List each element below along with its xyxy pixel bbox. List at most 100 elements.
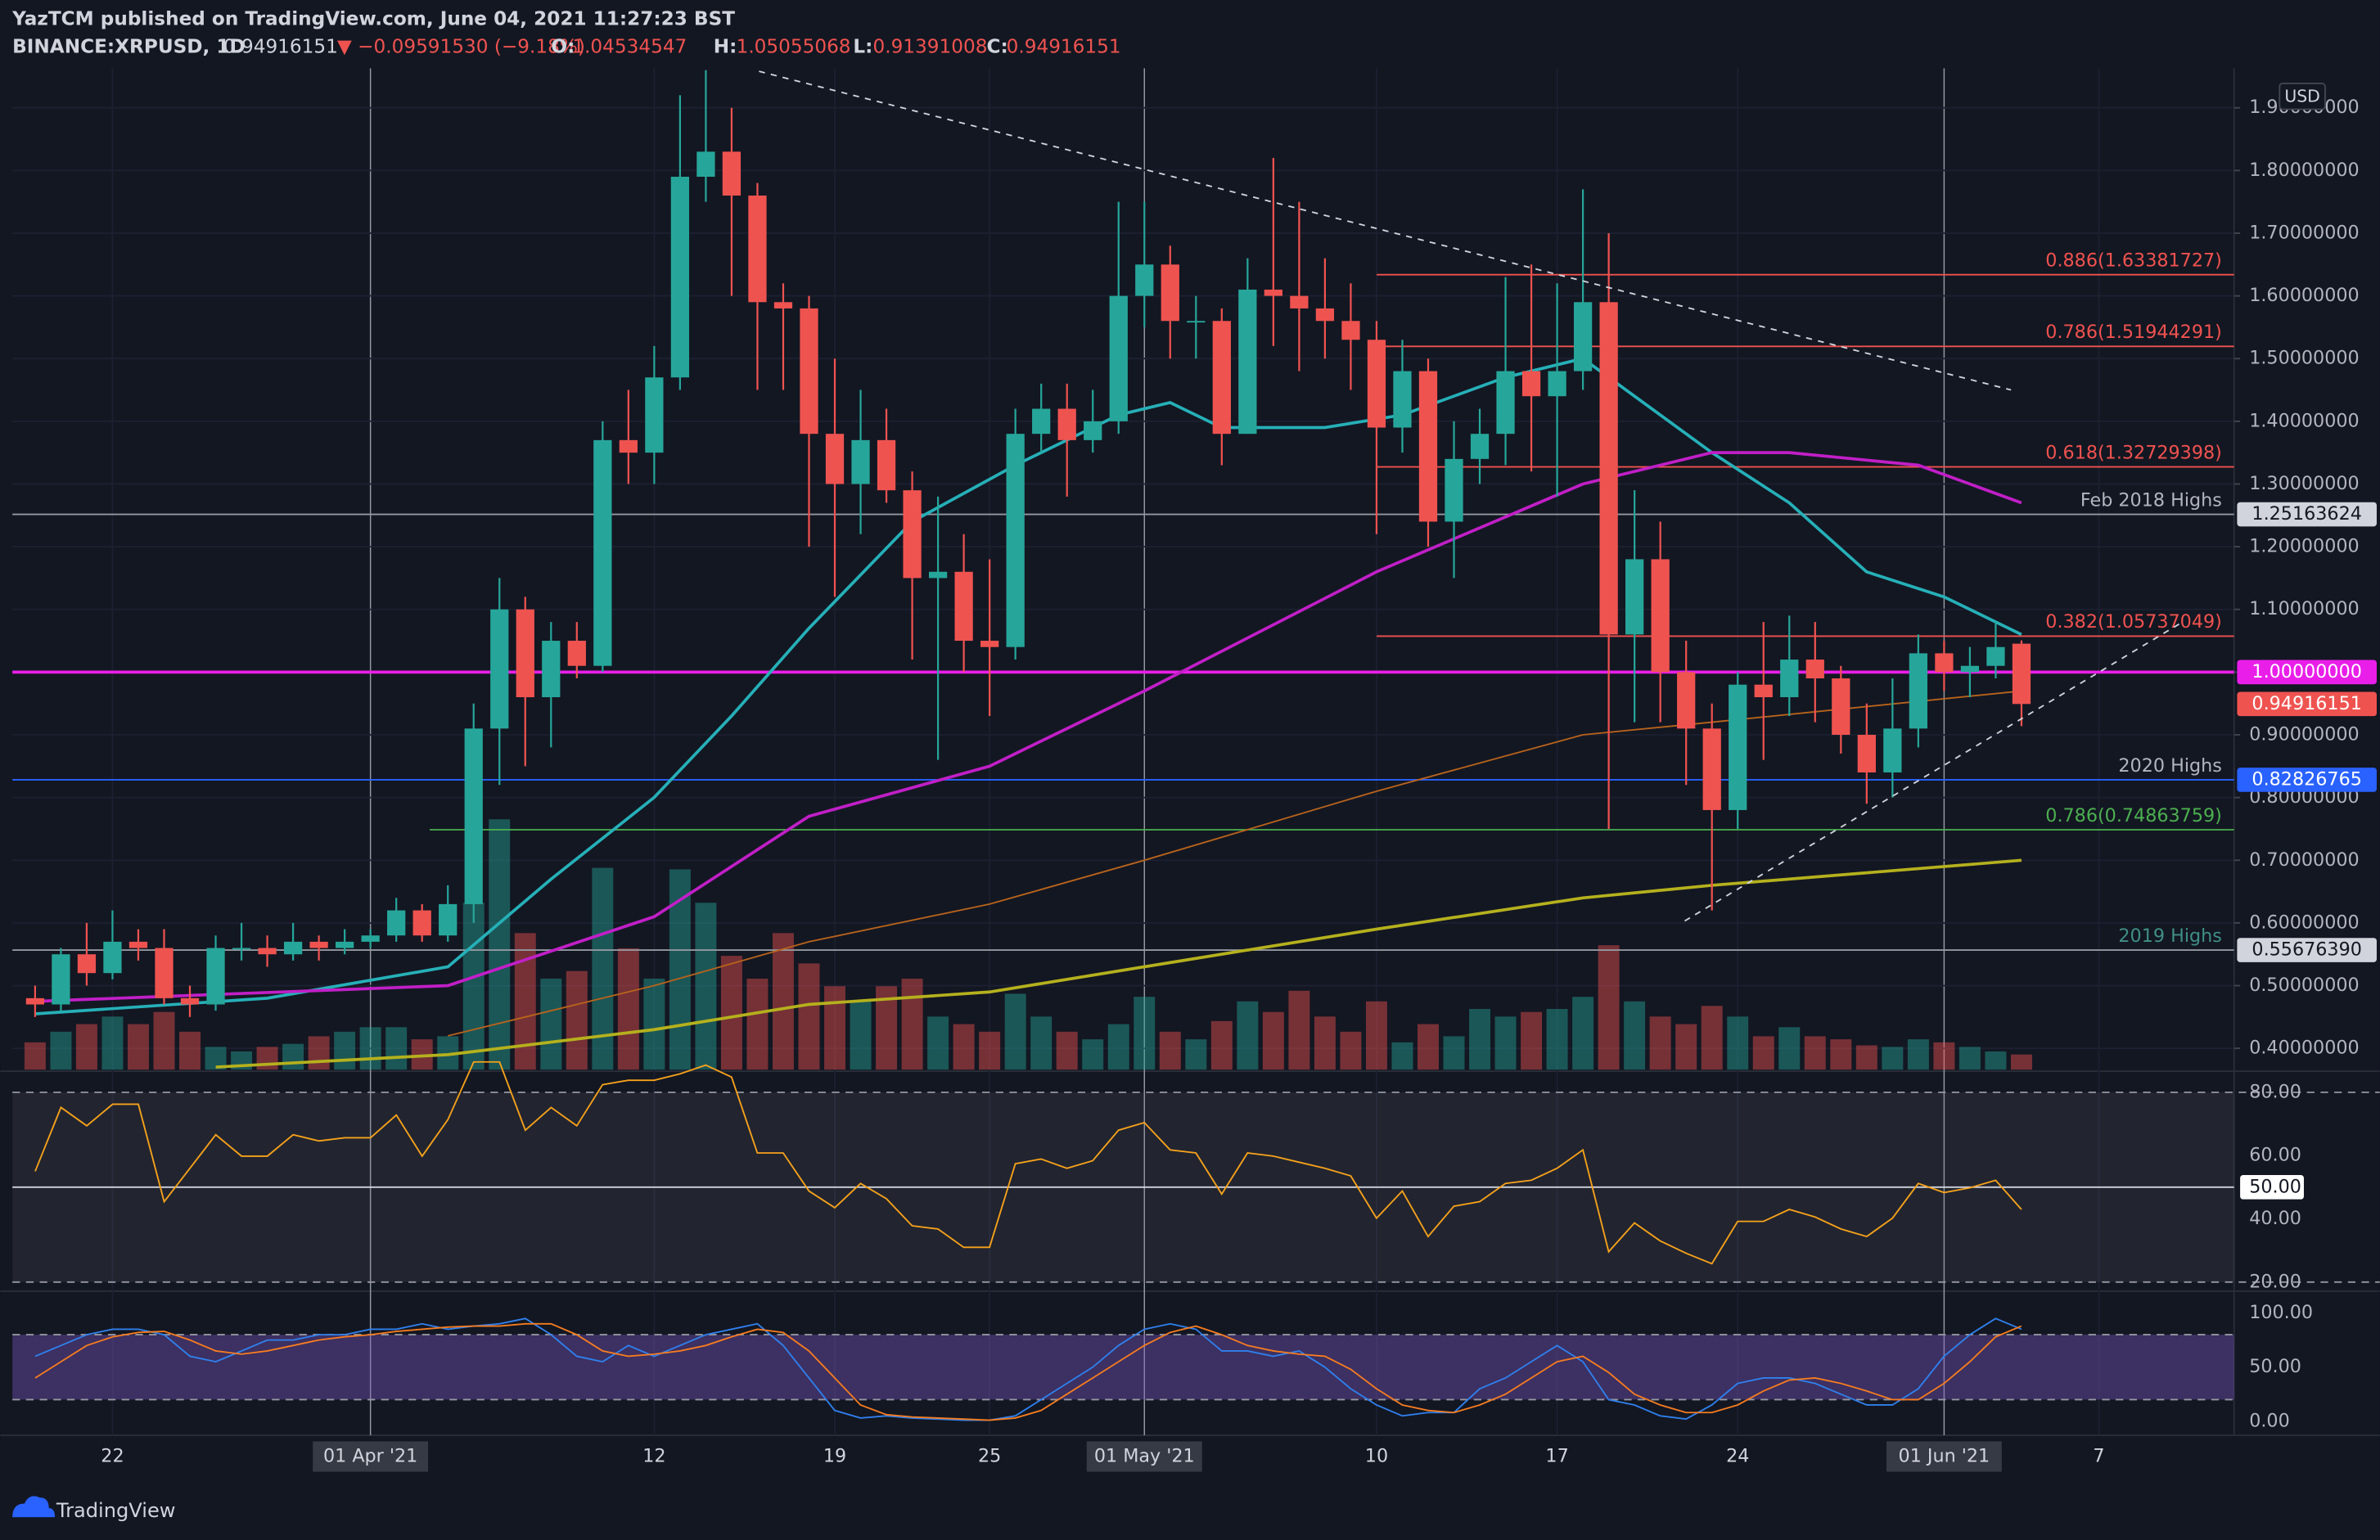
- y-tick-label: 1.10000000: [2249, 598, 2359, 619]
- volume-bar: [1107, 1024, 1129, 1070]
- candle-body: [1187, 321, 1206, 323]
- rsi-tick-box: [2240, 1174, 2304, 1200]
- x-tick-label: 10: [1365, 1446, 1388, 1467]
- x-tick-label: 17: [1545, 1446, 1568, 1467]
- x-tick-label: 25: [978, 1446, 1001, 1467]
- volume-bar: [1959, 1047, 1981, 1070]
- candle-body: [928, 571, 948, 579]
- volume-bar: [50, 1031, 72, 1070]
- volume-bar: [2010, 1054, 2032, 1070]
- symbol: BINANCE:XRPUSD, 1D: [12, 35, 246, 57]
- volume-bar: [1598, 945, 1620, 1070]
- y-tick-label: 20.00: [2249, 1271, 2301, 1292]
- volume-bar: [1004, 993, 1026, 1070]
- high-value: 1.05055068: [737, 35, 851, 57]
- volume-bar: [953, 1024, 975, 1070]
- volume-bar: [1365, 1001, 1387, 1070]
- candle-body: [1599, 302, 1618, 635]
- brand: TradingView: [56, 1499, 176, 1522]
- y-tick-label: 100.00: [2249, 1302, 2313, 1323]
- volume-bar: [24, 1042, 46, 1070]
- level-badge: 0.82826765: [2252, 768, 2361, 790]
- candle-body: [1573, 302, 1593, 371]
- candle-body: [980, 641, 999, 647]
- candle-body: [825, 434, 845, 484]
- candle-body: [619, 439, 638, 453]
- candle-body: [1393, 371, 1412, 428]
- candle-body: [155, 948, 174, 998]
- level-label: 0.786(0.74863759): [2045, 805, 2222, 826]
- candle-body: [309, 941, 328, 948]
- volume-bar: [1752, 1036, 1774, 1070]
- candle-body: [1109, 295, 1128, 421]
- y-tick-label: 0.60000000: [2249, 912, 2359, 933]
- volume-bar: [75, 1024, 97, 1070]
- level-label: 0.786(1.51944291): [2045, 322, 2222, 343]
- candle-body: [1264, 289, 1282, 296]
- stoch-pane: [12, 1290, 2234, 1436]
- level-badge-box: [2237, 660, 2377, 685]
- candle-body: [542, 641, 561, 698]
- level-badge: 1.00000000: [2252, 661, 2361, 682]
- candle-body: [25, 997, 45, 1005]
- candle-body: [412, 910, 431, 936]
- candle-body: [1986, 646, 2005, 666]
- volume-bar: [592, 867, 614, 1070]
- candle-body: [77, 954, 97, 974]
- candle-body: [1057, 408, 1076, 440]
- moving-average: [215, 858, 2022, 1069]
- candle-body: [1729, 684, 1747, 810]
- candle-body: [1651, 559, 1670, 673]
- candle-body: [1909, 653, 1927, 729]
- publisher: YazTCM published on TradingView.com, Jun…: [11, 8, 735, 30]
- candle-body: [1315, 308, 1335, 322]
- volume-bar: [643, 978, 665, 1070]
- volume-bar: [1056, 1031, 1078, 1070]
- x-tick-label: 22: [101, 1446, 124, 1467]
- ohlc-line: BINANCE:XRPUSD, 1D 0.94916151 ▼ −0.09591…: [12, 35, 1120, 57]
- volume-bar: [1134, 997, 1156, 1070]
- volume-bar: [1391, 1042, 1413, 1070]
- candle-body: [2012, 643, 2031, 705]
- x-tick-label: 24: [1726, 1446, 1749, 1467]
- level-badge: 1.25163624: [2252, 503, 2361, 525]
- candle-body: [1238, 289, 1257, 435]
- candle-body: [567, 641, 586, 666]
- x-tick-label: 01 Jun '21: [1899, 1446, 1990, 1467]
- stoch-line: [34, 1322, 2022, 1421]
- level-badge-box: [2237, 938, 2377, 962]
- volume-bar: [1443, 1036, 1465, 1070]
- last-price-badge-box: [2237, 691, 2377, 717]
- candle-body: [1212, 321, 1231, 435]
- candle-body: [1367, 340, 1386, 428]
- candle-body: [1702, 728, 1721, 810]
- stoch-line: [34, 1317, 2022, 1421]
- high-key: H:: [714, 35, 737, 57]
- candle-body: [877, 439, 896, 491]
- candle-body: [1032, 408, 1051, 435]
- candle-body: [1677, 672, 1696, 729]
- volume-bar: [1030, 1016, 1053, 1070]
- open-key: O:: [551, 35, 575, 57]
- currency-box: [2279, 83, 2326, 110]
- candle-body: [1960, 665, 1980, 673]
- candle-body: [1496, 371, 1515, 435]
- candle-body: [490, 609, 509, 729]
- candle-body: [516, 609, 534, 698]
- candle-body: [1006, 434, 1025, 647]
- candle-body: [1883, 728, 1902, 772]
- volume-bar: [1985, 1051, 2007, 1070]
- candle-body: [593, 439, 612, 666]
- open-value: 1.04534547: [572, 35, 687, 57]
- candle-body: [903, 490, 922, 579]
- level-badge-box: [2237, 502, 2377, 527]
- rsi-line: [34, 1060, 2022, 1265]
- y-tick-label: 0.90000000: [2249, 724, 2359, 745]
- volume-bar: [798, 963, 820, 1070]
- volume-bar: [1727, 1016, 1749, 1070]
- candle-body: [1857, 735, 1876, 772]
- candle-body: [1445, 458, 1463, 522]
- moving-average: [34, 451, 2022, 1003]
- candle-body: [722, 151, 741, 196]
